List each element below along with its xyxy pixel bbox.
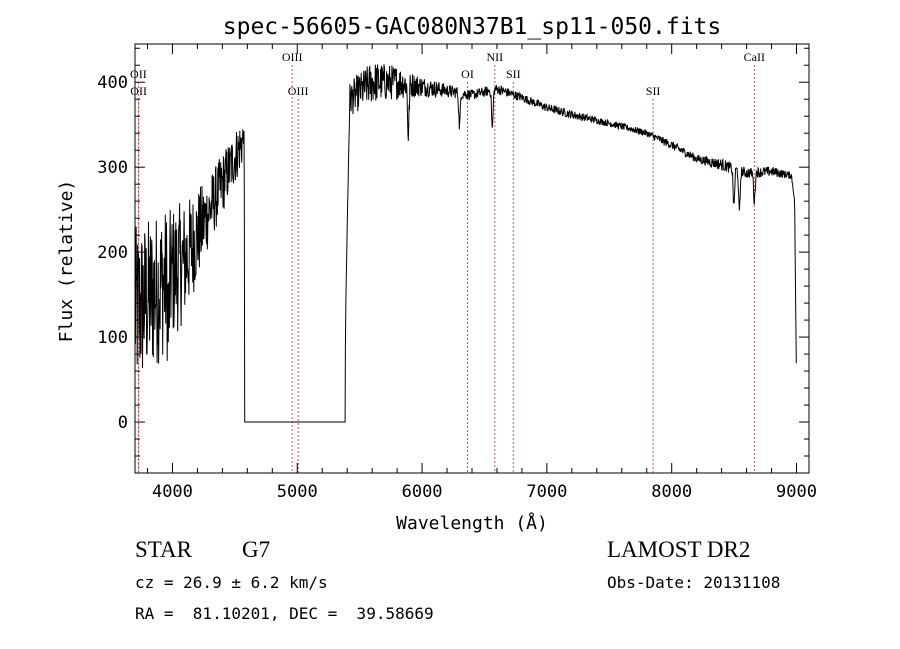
y-tick-label: 0 xyxy=(118,413,128,433)
y-tick-label: 100 xyxy=(97,328,128,348)
line-marker-label: OIII xyxy=(282,50,303,64)
line-marker-label: OII xyxy=(130,67,147,81)
x-tick-label: 6000 xyxy=(402,482,443,502)
observation-date: Obs-Date: 20131108 xyxy=(607,573,781,592)
survey-name: LAMOST DR2 xyxy=(607,537,751,562)
x-tick-label: 9000 xyxy=(776,482,817,502)
line-marker-label: SII xyxy=(646,84,661,98)
x-tick-label: 4000 xyxy=(152,482,193,502)
line-marker-label: OI xyxy=(461,67,474,81)
coordinates: RA = 81.10201, DEC = 39.58669 xyxy=(135,604,434,623)
object-class: STAR xyxy=(135,537,192,562)
line-marker-label: SII xyxy=(506,67,521,81)
redshift-value: cz = 26.9 ± 6.2 km/s xyxy=(135,573,328,592)
x-tick-label: 5000 xyxy=(277,482,318,502)
y-tick-label: 200 xyxy=(97,243,128,263)
line-marker-label: OII xyxy=(130,84,147,98)
spectrum-line xyxy=(134,64,797,423)
y-tick-label: 300 xyxy=(97,158,128,178)
x-tick-label: 7000 xyxy=(526,482,567,502)
line-marker-label: NII xyxy=(487,50,504,64)
y-tick-label: 400 xyxy=(97,73,128,93)
y-axis-label: Flux (relative) xyxy=(56,180,77,343)
line-marker-label: OIII xyxy=(288,84,309,98)
chart-title: spec-56605-GAC080N37B1_sp11-050.fits xyxy=(223,14,722,40)
line-marker-label: CaII xyxy=(744,50,765,64)
x-axis-label: Wavelength (Å) xyxy=(396,512,548,534)
x-tick-label: 8000 xyxy=(651,482,692,502)
object-subclass: G7 xyxy=(242,537,271,562)
plot-frame xyxy=(134,43,810,474)
